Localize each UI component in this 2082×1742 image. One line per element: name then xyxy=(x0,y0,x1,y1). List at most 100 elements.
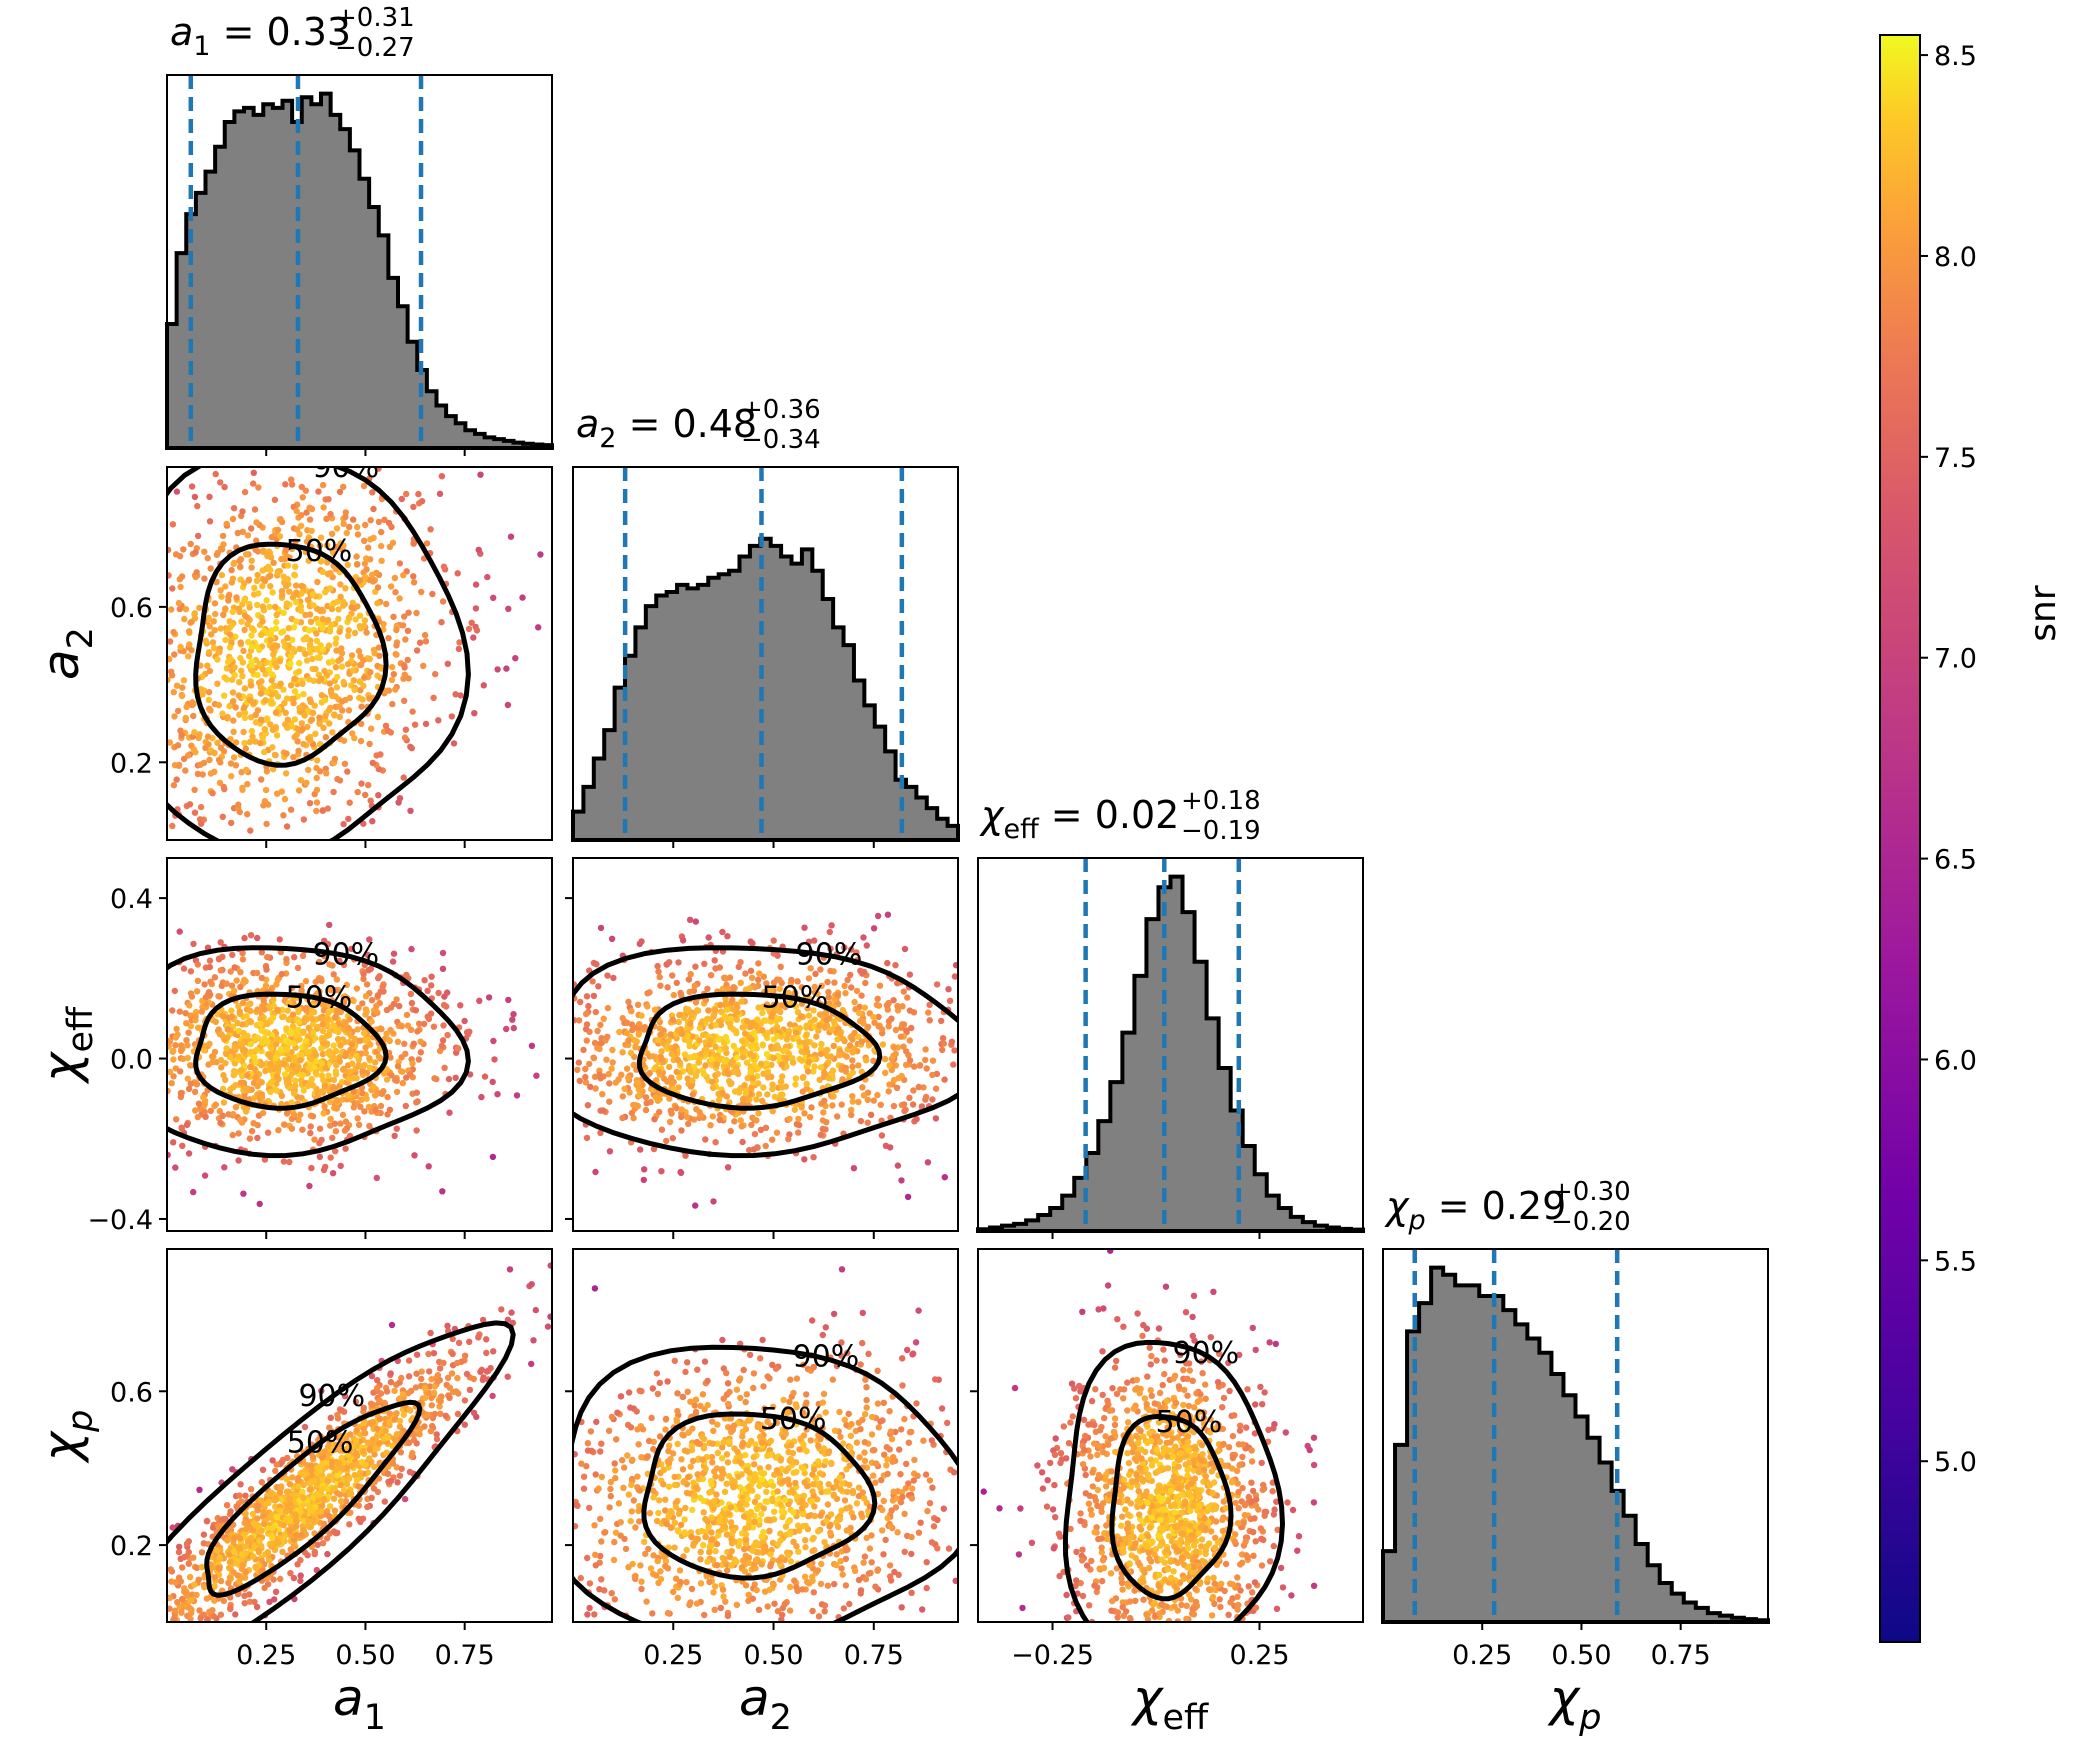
scatter-point xyxy=(830,1018,838,1025)
scatter-point xyxy=(174,742,182,749)
scatter-point xyxy=(316,988,323,995)
scatter-point xyxy=(229,515,237,523)
scatter-point xyxy=(773,1129,781,1136)
scatter-point xyxy=(180,755,188,763)
scatter-point xyxy=(575,1017,583,1024)
scatter-point xyxy=(348,604,355,611)
scatter-point xyxy=(894,1002,901,1010)
scatter-point xyxy=(312,1051,319,1059)
scatter-point xyxy=(360,1448,367,1455)
scatter-point xyxy=(739,1037,746,1045)
scatter-point xyxy=(245,638,252,646)
scatter-point xyxy=(354,603,361,610)
scatter-point xyxy=(268,677,275,684)
scatter-point xyxy=(717,1001,724,1009)
scatter-points: 50%90% xyxy=(573,911,958,1209)
scatter-point xyxy=(528,1042,536,1050)
scatter-point xyxy=(634,1001,642,1008)
scatter-point xyxy=(922,1046,929,1053)
scatter-point xyxy=(839,1035,847,1043)
scatter-point xyxy=(737,959,744,966)
scatter-point xyxy=(194,532,202,540)
scatter-point xyxy=(401,1040,408,1048)
scatter-point xyxy=(820,1073,828,1081)
scatter-point xyxy=(172,1042,179,1049)
scatter-point xyxy=(375,644,383,651)
scatter-point xyxy=(871,1019,878,1026)
scatter-point xyxy=(276,936,283,943)
scatter-point xyxy=(405,675,412,682)
scatter-point xyxy=(261,1028,268,1036)
scatter-point xyxy=(367,1041,374,1048)
scatter-point xyxy=(378,1025,385,1033)
scatter-point xyxy=(215,1564,222,1572)
scatter-point xyxy=(175,761,183,769)
scatter-point xyxy=(765,1005,772,1013)
scatter-point xyxy=(658,1056,665,1063)
scatter-point xyxy=(233,1043,240,1051)
scatter-point xyxy=(830,1042,837,1050)
scatter-point xyxy=(286,1039,293,1046)
scatter-point xyxy=(900,1021,908,1028)
scatter-point xyxy=(292,563,299,570)
scatter-point xyxy=(377,1102,385,1110)
scatter-point xyxy=(298,582,305,590)
scatter-point xyxy=(724,933,731,940)
scatter-point xyxy=(357,737,365,745)
scatter-point xyxy=(330,788,337,796)
scatter-point xyxy=(841,982,848,990)
scatter-point xyxy=(367,669,374,676)
scatter-point xyxy=(732,1028,740,1035)
scatter-point xyxy=(190,940,197,948)
scatter-point xyxy=(778,1078,785,1085)
scatter-point xyxy=(297,1111,304,1118)
scatter-point xyxy=(170,1073,177,1080)
scatter-point xyxy=(171,651,178,658)
scatter-point xyxy=(276,516,284,523)
scatter-point xyxy=(190,1554,197,1561)
scatter-point xyxy=(374,584,382,591)
scatter-point xyxy=(313,799,321,806)
scatter-point xyxy=(249,667,256,674)
scatter-point xyxy=(206,1040,213,1048)
scatter-point xyxy=(342,1118,350,1125)
scatter-point xyxy=(230,754,238,761)
scatter-point xyxy=(306,504,313,511)
scatter-point xyxy=(360,820,367,827)
scatter-point xyxy=(910,1009,918,1016)
scatter-point xyxy=(824,978,831,986)
scatter-point xyxy=(691,1052,698,1060)
scatter-point xyxy=(362,521,369,529)
scatter-point xyxy=(324,1016,331,1024)
scatter-point xyxy=(366,1055,373,1062)
scatter-point xyxy=(768,1061,775,1069)
scatter-point xyxy=(439,949,447,957)
scatter-point xyxy=(454,570,461,577)
scatter-point xyxy=(923,1065,930,1072)
scatter-point xyxy=(267,636,274,644)
panel-frame xyxy=(1382,1248,1769,1623)
scatter-point xyxy=(685,1120,692,1128)
scatter-point xyxy=(311,702,318,709)
scatter-point xyxy=(310,1008,318,1016)
scatter-point xyxy=(382,1427,389,1435)
scatter-point xyxy=(327,1052,334,1059)
scatter-point xyxy=(289,1062,297,1069)
scatter-point xyxy=(191,729,198,736)
scatter-point xyxy=(291,572,299,579)
scatter-point xyxy=(305,627,313,634)
scatter-point xyxy=(582,1073,589,1081)
scatter-point xyxy=(246,738,253,746)
panel-frame xyxy=(166,74,553,449)
scatter-point xyxy=(320,724,327,731)
scatter-point xyxy=(196,731,203,738)
scatter-point xyxy=(748,974,756,981)
scatter-point xyxy=(203,1517,211,1525)
scatter-point xyxy=(351,734,358,742)
scatter-point xyxy=(547,1313,552,1320)
scatter-point xyxy=(621,1085,628,1093)
scatter-point xyxy=(476,997,483,1004)
scatter-point xyxy=(429,590,436,598)
scatter-point xyxy=(754,1016,761,1023)
scatter-point xyxy=(810,1068,817,1075)
